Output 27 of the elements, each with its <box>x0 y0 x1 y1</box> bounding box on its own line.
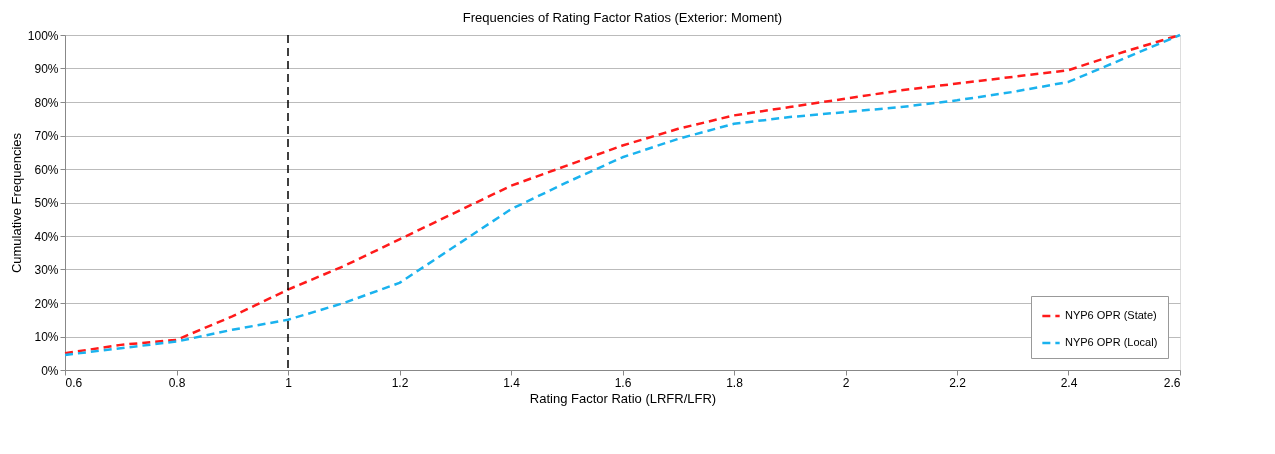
x-tick-label: 1 <box>285 375 293 390</box>
x-tick-label: 0.8 <box>168 375 186 390</box>
legend-label: NYP6 OPR (Local) <box>1065 336 1158 348</box>
x-tick-label: 1.6 <box>614 375 632 390</box>
y-tick-label: 90% <box>34 62 59 76</box>
x-tick-label: 2.4 <box>1060 375 1078 390</box>
x-axis-title: Rating Factor Ratio (LRFR/LFR) <box>529 390 717 406</box>
y-tick-label: 20% <box>34 296 59 311</box>
x-tick-label: 1.8 <box>726 375 744 390</box>
y-tick-label: 80% <box>34 95 59 110</box>
y-tick-label: 60% <box>34 162 59 177</box>
x-tick-label: 1.2 <box>391 375 409 390</box>
y-tick-label: 0% <box>41 363 59 378</box>
x-tick-label: 1.4 <box>503 375 521 390</box>
x-tick-label: 2.2 <box>949 375 967 390</box>
y-tick-label: 30% <box>34 263 59 277</box>
y-tick-label: 40% <box>34 229 59 244</box>
chart-title: Frequencies of Rating Factor Ratios (Exterior: Moment) <box>462 10 783 25</box>
legend-label: NYP6 OPR (State) <box>1065 309 1157 321</box>
x-tick-label: 2.6 <box>1163 375 1181 390</box>
x-tick-label: 2 <box>842 375 850 390</box>
y-tick-label: 100% <box>27 28 59 43</box>
x-tick-label: 0.6 <box>65 375 83 390</box>
y-axis-title: Cumulative Frequencies <box>8 132 24 274</box>
y-tick-label: 70% <box>34 129 59 143</box>
y-tick-label: 50% <box>34 196 59 210</box>
y-tick-label: 10% <box>34 330 59 344</box>
